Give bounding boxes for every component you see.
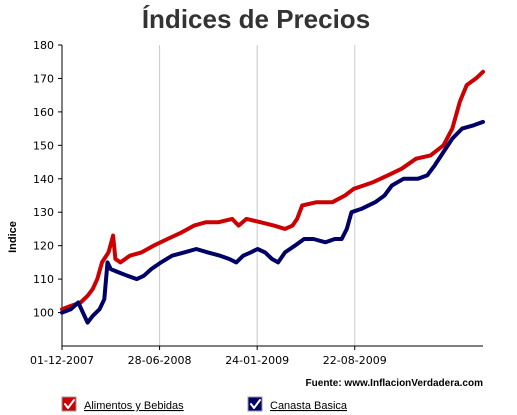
checkmark-icon [250,399,261,409]
series-layer [60,69,485,325]
y-axis-ticks: 100 110 120 130 140 150 160 170 180 [33,39,62,320]
y-tick-label: 160 [33,106,54,119]
y-tick-label: 180 [33,39,54,52]
checkmark-icon [64,399,75,409]
x-tick-label: 01-12-2007 [30,354,94,367]
source-note: Fuente: www.InflacionVerdadera.com [306,378,484,389]
y-tick-label: 100 [33,307,54,320]
y-tick-label: 120 [33,240,54,253]
series-line-1 [60,69,485,312]
y-axis-label: Indice [7,221,19,253]
chart-title: Índices de Precios [142,4,370,34]
x-tick-label: 24-01-2009 [225,354,289,367]
y-tick-label: 140 [33,173,54,186]
series-line-2 [60,119,485,325]
grid-lines [159,45,356,346]
y-tick-label: 150 [33,139,54,152]
y-tick-label: 110 [33,273,54,286]
x-axis-ticks: 01-12-2007 28-06-2008 24-01-2009 22-08-2009 [30,346,387,367]
legend-label-1[interactable]: Alimentos y Bebidas [84,400,184,412]
legend-label-2[interactable]: Canasta Basica [270,400,348,412]
x-tick-label: 28-06-2008 [128,354,192,367]
legend: Alimentos y Bebidas Canasta Basica [61,396,348,412]
x-tick-label: 22-08-2009 [323,354,387,367]
y-tick-label: 170 [33,72,54,85]
y-tick-label: 130 [33,206,54,219]
